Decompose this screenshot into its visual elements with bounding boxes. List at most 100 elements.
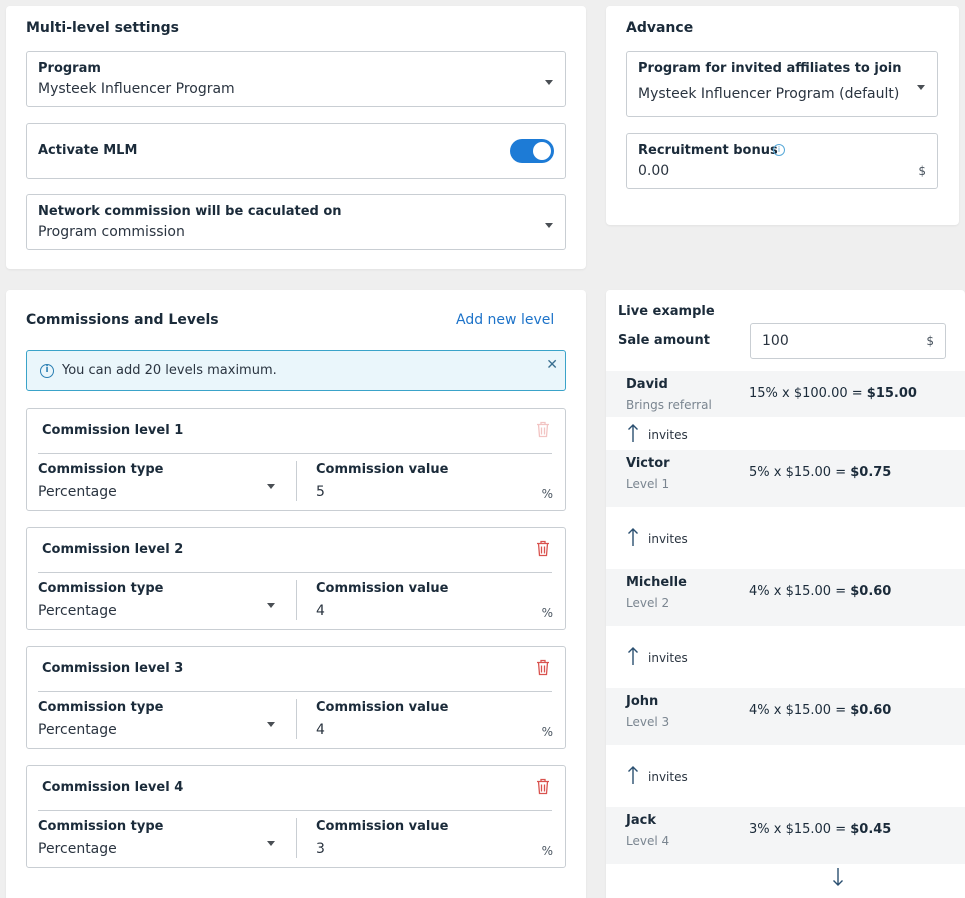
- trash-icon: [537, 421, 549, 438]
- calc-result: $0.45: [850, 822, 892, 837]
- calc-expression: 5% x $15.00 =: [749, 465, 851, 480]
- commission-value-label: Commission value: [316, 819, 449, 834]
- recruitment-bonus-label: Recruitment bonus: [638, 143, 778, 158]
- live-example-row: Victor Level 1 5% x $15.00 = $0.75: [606, 450, 965, 507]
- divider: [296, 580, 297, 620]
- commission-type-select[interactable]: Commission type Percentage: [27, 454, 295, 510]
- trash-icon[interactable]: [536, 659, 550, 676]
- chevron-down-icon: [267, 722, 275, 727]
- commission-calculation: 4% x $15.00 = $0.60: [749, 703, 891, 718]
- divider: [296, 699, 297, 739]
- network-commission-select[interactable]: Network commission will be caculated on …: [26, 194, 566, 250]
- commission-type-value: Percentage: [38, 603, 117, 619]
- activate-mlm-label: Activate MLM: [38, 143, 138, 158]
- commission-value-input[interactable]: 4: [316, 603, 325, 619]
- divider: [38, 453, 552, 454]
- person-name: Victor: [626, 456, 670, 471]
- sale-amount-label: Sale amount: [618, 333, 710, 348]
- commission-value-label: Commission value: [316, 581, 449, 596]
- commission-level-card: Commission level 1 Commission type Percent…: [26, 408, 566, 511]
- live-example-row: John Level 3 4% x $15.00 = $0.60: [606, 688, 965, 745]
- chevron-down-icon: [267, 484, 275, 489]
- calc-result: $0.75: [850, 465, 892, 480]
- currency-unit: $: [918, 164, 926, 178]
- commission-type-select[interactable]: Commission type Percentage: [27, 811, 295, 867]
- trash-icon[interactable]: [536, 540, 550, 557]
- commission-calculation: 15% x $100.00 = $15.00: [749, 386, 917, 401]
- arrow-down-icon: [833, 868, 843, 886]
- network-commission-label: Network commission will be caculated on: [38, 204, 342, 219]
- network-commission-value: Program commission: [38, 224, 185, 240]
- person-level: Level 3: [626, 715, 670, 729]
- commission-level-card: Commission level 2 Commission type Percent…: [26, 527, 566, 630]
- currency-unit: $: [926, 334, 934, 348]
- activate-mlm-field: Activate MLM: [26, 123, 566, 179]
- commission-level-card: Commission level 4 Commission type Percent…: [26, 765, 566, 868]
- info-icon[interactable]: i: [773, 144, 785, 156]
- close-icon[interactable]: ✕: [546, 357, 558, 373]
- divider: [296, 818, 297, 858]
- commission-value-input[interactable]: 3: [316, 841, 325, 857]
- calc-expression: 4% x $15.00 =: [749, 584, 851, 599]
- recruitment-bonus-input[interactable]: 0.00: [638, 163, 670, 179]
- commission-type-label: Commission type: [38, 700, 164, 715]
- commission-value-label: Commission value: [316, 462, 449, 477]
- activate-mlm-toggle[interactable]: [510, 139, 554, 163]
- divider: [38, 691, 552, 692]
- person-name: Jack: [626, 813, 656, 828]
- trash-icon[interactable]: [536, 778, 550, 795]
- commission-level-title: Commission level 3: [42, 661, 184, 676]
- calc-expression: 3% x $15.00 =: [749, 822, 851, 837]
- percent-unit: %: [541, 844, 553, 858]
- sale-amount-input[interactable]: 100: [762, 333, 789, 349]
- chevron-down-icon: [545, 223, 553, 228]
- recruitment-bonus-field[interactable]: Recruitment bonus i 0.00 $: [626, 133, 938, 189]
- calc-result: $15.00: [866, 386, 917, 401]
- commission-type-label: Commission type: [38, 462, 164, 477]
- invited-program-label: Program for invited affiliates to join: [638, 61, 902, 76]
- commission-level-title: Commission level 4: [42, 780, 184, 795]
- commission-level-card: Commission level 3 Commission type Percent…: [26, 646, 566, 749]
- live-example-card: Live example Sale amount 100 $ David Brin…: [606, 290, 965, 898]
- calc-result: $0.60: [850, 584, 892, 599]
- person-level: Level 2: [626, 596, 670, 610]
- advance-card: Advance Program for invited affiliates t…: [606, 6, 959, 225]
- commission-calculation: 4% x $15.00 = $0.60: [749, 584, 891, 599]
- commission-calculation: 5% x $15.00 = $0.75: [749, 465, 891, 480]
- person-level: Level 4: [626, 834, 670, 848]
- invites-label: invites: [648, 532, 688, 546]
- live-example-title: Live example: [618, 304, 715, 319]
- chevron-down-icon: [267, 603, 275, 608]
- divider: [296, 461, 297, 501]
- sale-amount-field[interactable]: 100 $: [750, 323, 946, 359]
- divider: [38, 810, 552, 811]
- commission-type-value: Percentage: [38, 841, 117, 857]
- commission-type-select[interactable]: Commission type Percentage: [27, 573, 295, 629]
- commission-type-select[interactable]: Commission type Percentage: [27, 692, 295, 748]
- chevron-down-icon: [545, 80, 553, 85]
- commission-type-value: Percentage: [38, 484, 117, 500]
- commission-calculation: 3% x $15.00 = $0.45: [749, 822, 891, 837]
- multi-level-settings-title: Multi-level settings: [26, 20, 179, 36]
- commission-type-label: Commission type: [38, 819, 164, 834]
- commission-value-label: Commission value: [316, 700, 449, 715]
- invites-label: invites: [648, 428, 688, 442]
- add-new-level-link[interactable]: Add new level: [456, 312, 555, 328]
- person-name: Michelle: [626, 575, 687, 590]
- info-icon: i: [40, 364, 54, 378]
- arrow-up-icon: [628, 647, 638, 665]
- invited-program-select[interactable]: Program for invited affiliates to join M…: [626, 51, 938, 117]
- program-select[interactable]: Program Mysteek Influencer Program: [26, 51, 566, 107]
- program-value: Mysteek Influencer Program: [38, 81, 235, 97]
- calc-expression: 4% x $15.00 =: [749, 703, 851, 718]
- calc-expression: 15% x $100.00 =: [749, 386, 867, 401]
- advance-title: Advance: [626, 20, 694, 36]
- live-example-row: Michelle Level 2 4% x $15.00 = $0.60: [606, 569, 965, 626]
- commission-value-input[interactable]: 5: [316, 484, 325, 500]
- percent-unit: %: [541, 725, 553, 739]
- chevron-down-icon: [917, 85, 925, 90]
- max-levels-info-text: You can add 20 levels maximum.: [62, 363, 277, 378]
- commission-value-input[interactable]: 4: [316, 722, 325, 738]
- toggle-knob: [533, 142, 551, 160]
- invites-label: invites: [648, 770, 688, 784]
